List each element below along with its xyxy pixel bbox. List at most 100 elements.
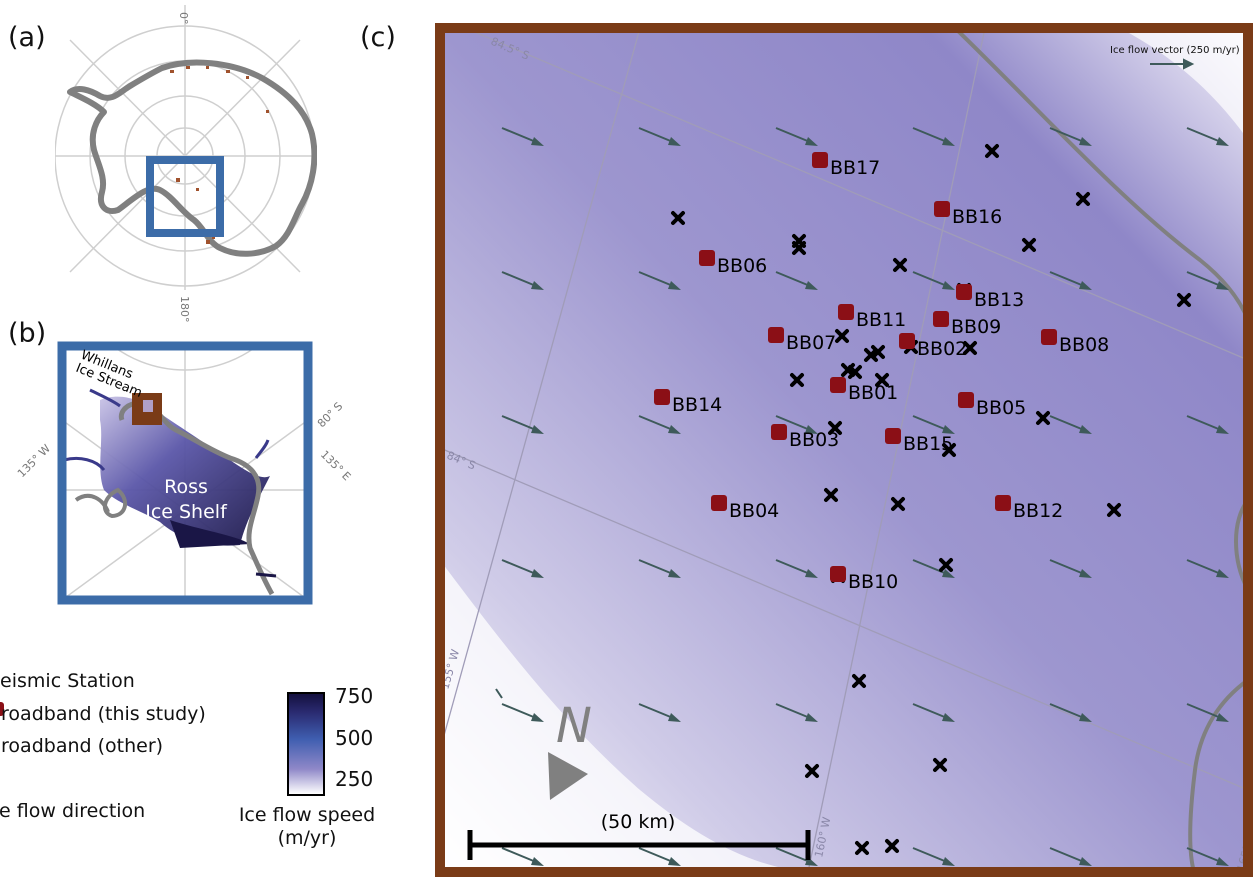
graticule-c — [440, 28, 1248, 872]
station-bb17: BB17 — [812, 152, 880, 179]
station-bb09: BB09 — [933, 311, 1001, 338]
flow-arrow — [775, 271, 818, 290]
scale-bar-label: (50 km) — [601, 811, 676, 833]
map-c-frame — [435, 23, 1253, 877]
station-bb11: BB11 — [838, 304, 906, 331]
station-bb06: BB06 — [699, 250, 767, 277]
label-135w: 135° W — [15, 442, 53, 480]
flow-arrow — [1049, 703, 1092, 722]
station-marker — [1041, 329, 1057, 345]
flow-arrow — [1049, 847, 1092, 866]
station-label: BB02 — [917, 338, 967, 360]
station-marker — [654, 389, 670, 405]
other-station-cross — [1022, 238, 1036, 252]
panel-label-b: (b) — [8, 318, 47, 349]
station-label: BB01 — [848, 382, 898, 404]
flow-arrow — [1186, 415, 1229, 434]
legend-item-flow-direction: Ice flow direction — [0, 800, 146, 822]
station-bb16: BB16 — [934, 201, 1002, 228]
station-bb08: BB08 — [1041, 329, 1109, 356]
flow-arrow — [912, 415, 955, 434]
station-marker — [768, 327, 784, 343]
label-0-deg: 0° — [177, 12, 190, 25]
flow-arrow — [1049, 127, 1092, 146]
flow-arrow — [775, 127, 818, 146]
flow-arrow — [638, 559, 681, 578]
station-marker — [699, 250, 715, 266]
flow-arrow — [501, 703, 544, 722]
station-marker — [956, 284, 972, 300]
station-marker — [838, 304, 854, 320]
other-station-cross — [855, 841, 869, 855]
station-marker — [711, 495, 727, 511]
legend-title: Seismic Station — [0, 670, 135, 692]
station-label: BB08 — [1059, 334, 1109, 356]
label-90e: 90° E — [320, 150, 350, 163]
flow-arrow — [1186, 559, 1229, 578]
ice-flow-field — [100, 396, 270, 546]
panel-label-c: (c) — [360, 22, 396, 53]
station-label: BB13 — [974, 289, 1024, 311]
station-label: BB17 — [830, 157, 880, 179]
flow-arrow — [912, 703, 955, 722]
station-marker — [812, 152, 828, 168]
legend-station-marker — [0, 702, 4, 716]
station-bb05: BB05 — [958, 392, 1026, 419]
panel-label-a: (a) — [8, 22, 46, 53]
station-label: BB09 — [951, 316, 1001, 338]
station-bb03: BB03 — [771, 424, 839, 451]
whillans-detail-map: BB17 BB16 BB06 BB13 BB11 BB09 BB07 BB02 BB08 BB01… — [435, 23, 1253, 877]
label-135e: 135° E — [318, 448, 353, 483]
flow-arrow — [638, 703, 681, 722]
graticule-a — [55, 5, 317, 290]
station-marker — [995, 495, 1011, 511]
flow-arrow — [1186, 847, 1229, 866]
other-station-cross — [891, 497, 905, 511]
ross-sea-inset-box — [146, 156, 224, 237]
north-arrow-icon — [548, 752, 588, 800]
station-label: BB04 — [729, 500, 779, 522]
flow-arrow — [501, 127, 544, 146]
station-bb04: BB04 — [711, 495, 779, 522]
station-label: BB14 — [672, 394, 722, 416]
station-bb10: BB10 — [830, 566, 898, 593]
station-label: BB07 — [786, 332, 836, 354]
other-station-cross — [790, 373, 804, 387]
flow-arrow — [912, 271, 955, 290]
other-station-cross — [835, 329, 849, 343]
station-bb13: BB13 — [956, 284, 1024, 311]
colorbar-tick-250: 250 — [335, 767, 374, 791]
flow-arrow — [1049, 559, 1092, 578]
other-station-cross — [939, 558, 953, 572]
colorbar-tick-750: 750 — [335, 684, 374, 708]
legend-flow-arrow-icon — [495, 688, 503, 699]
vector-legend-label: Ice flow vector (250 m/yr) — [1110, 45, 1240, 56]
label-ross: Ross — [164, 476, 208, 498]
station-bb07: BB07 — [768, 327, 836, 354]
scale-bar — [467, 830, 811, 860]
station-marker — [958, 392, 974, 408]
other-station-cross — [885, 839, 899, 853]
other-station-cross — [1177, 293, 1191, 307]
station-label: BB10 — [848, 571, 898, 593]
rock-outcrops — [170, 66, 269, 244]
other-station-cross — [1107, 503, 1121, 517]
flow-arrow — [1049, 415, 1092, 434]
other-station-cross — [871, 345, 885, 359]
other-station-cross — [852, 674, 866, 688]
label-ice-shelf: Ice Shelf — [145, 501, 228, 523]
station-bb14: BB14 — [654, 389, 722, 416]
vector-legend-arrow — [1150, 58, 1195, 70]
station-marker — [933, 311, 949, 327]
station-label: BB06 — [717, 255, 767, 277]
station-bb15: BB15 — [885, 428, 953, 455]
station-marker — [899, 333, 915, 349]
antarctica-overview-map: 0° 90° W 90° E — [55, 5, 350, 290]
flow-arrow — [501, 559, 544, 578]
other-station-cross — [963, 341, 977, 355]
other-station-cross — [828, 421, 842, 435]
flow-arrow — [775, 703, 818, 722]
colorbar-title: Ice flow speed (m/yr) — [232, 804, 382, 850]
flow-arrow — [501, 271, 544, 290]
other-station-cross — [985, 144, 999, 158]
